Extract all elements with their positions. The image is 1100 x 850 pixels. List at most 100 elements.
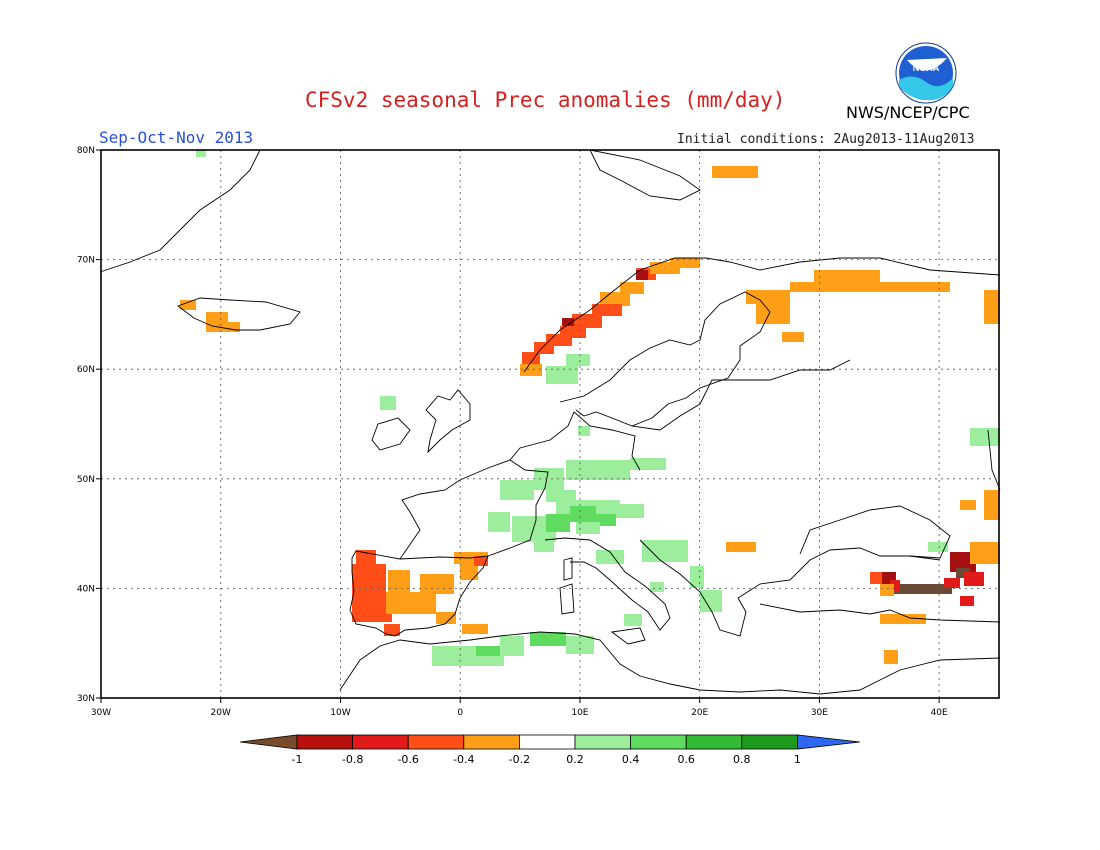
anomaly-cell xyxy=(700,590,722,612)
anomaly-cell xyxy=(944,578,960,588)
anomaly-cell xyxy=(500,636,524,656)
anomaly-cell xyxy=(522,352,540,364)
anomaly-cell xyxy=(380,396,396,410)
anomaly-cell xyxy=(462,624,488,634)
anomaly-cell xyxy=(950,552,976,572)
anomaly-cell xyxy=(670,258,700,268)
anomaly-cells xyxy=(180,150,1000,666)
colorbar-cell xyxy=(463,734,520,750)
anomaly-cell xyxy=(630,458,666,470)
graticule xyxy=(101,150,999,698)
anomaly-cell xyxy=(782,332,804,342)
anomaly-cell xyxy=(546,366,578,384)
anomaly-cell xyxy=(756,304,790,324)
anomaly-cell xyxy=(386,592,436,614)
anomaly-cell xyxy=(474,556,488,566)
organization-label: NWS/NCEP/CPC xyxy=(846,103,970,122)
lon-tick-label: 10E xyxy=(571,708,588,718)
anomaly-cell xyxy=(534,540,554,552)
colorbar-label: 0.4 xyxy=(622,753,640,766)
season-label: Sep-Oct-Nov 2013 xyxy=(99,128,254,147)
colorbar-label: 0.8 xyxy=(733,753,751,766)
colorbar-label: -1 xyxy=(292,753,303,766)
anomaly-cell xyxy=(180,300,196,310)
colorbar-cell xyxy=(574,734,631,750)
colorbar-label: 1 xyxy=(794,753,801,766)
colorbar-label: -0.2 xyxy=(509,753,530,766)
lat-tick-label: 70N xyxy=(77,256,95,266)
anomaly-cell xyxy=(196,150,206,157)
anomaly-cell xyxy=(814,270,880,284)
anomaly-cell xyxy=(578,426,590,436)
lon-tick-label: 30W xyxy=(91,708,111,718)
anomaly-cell xyxy=(546,514,570,532)
colorbar-label: 0.2 xyxy=(566,753,584,766)
anomaly-cell xyxy=(642,540,688,562)
lon-tick-label: 20E xyxy=(691,708,708,718)
anomaly-cell xyxy=(616,504,644,518)
anomaly-cell xyxy=(984,290,1000,324)
anomaly-cell xyxy=(566,636,594,654)
anomaly-cell xyxy=(388,570,410,592)
colorbar-label: -0.6 xyxy=(397,753,418,766)
colorbar-cell xyxy=(741,734,798,750)
anomaly-cell xyxy=(964,572,984,586)
anomaly-cell xyxy=(206,312,228,322)
anomaly-cell xyxy=(712,166,758,178)
lon-tick-label: 40E xyxy=(931,708,948,718)
anomaly-cell xyxy=(960,500,976,510)
colorbar-cell xyxy=(519,734,576,750)
anomaly-cell xyxy=(790,282,950,292)
anomaly-cell xyxy=(570,506,596,522)
coastlines xyxy=(99,149,1001,695)
anomaly-cell xyxy=(928,542,948,552)
lat-tick-label: 60N xyxy=(77,365,95,375)
anomaly-cell xyxy=(352,594,392,622)
colorbar-cell xyxy=(797,734,861,750)
colorbar-label: -0.8 xyxy=(342,753,363,766)
anomaly-cell xyxy=(420,574,454,594)
lon-tick-label: 0 xyxy=(457,708,463,718)
lon-tick-label: 10W xyxy=(330,708,350,718)
anomaly-cell xyxy=(884,650,898,664)
latitude-ticks: 80N 70N 60N 50N 40N 30N xyxy=(77,146,101,704)
colorbar-cell xyxy=(296,734,353,750)
anomaly-cell xyxy=(384,624,400,636)
anomaly-cell xyxy=(620,282,644,294)
lon-tick-label: 30E xyxy=(811,708,828,718)
anomaly-cell xyxy=(534,468,564,490)
anomaly-cell xyxy=(460,564,478,580)
anomaly-cell xyxy=(476,646,500,656)
anomaly-cell xyxy=(352,564,386,594)
lat-tick-label: 30N xyxy=(77,694,95,704)
colorbar-cell xyxy=(630,734,687,750)
noaa-logo-text: NOAA xyxy=(913,63,940,73)
map-frame xyxy=(100,149,1000,699)
lat-tick-label: 80N xyxy=(77,146,95,156)
anomaly-cell xyxy=(596,550,624,564)
anomaly-cell xyxy=(956,568,970,578)
lat-tick-label: 50N xyxy=(77,475,95,485)
anomaly-cell xyxy=(890,580,900,592)
anomaly-cell xyxy=(892,584,952,594)
anomaly-cell xyxy=(566,460,600,480)
colorbar-label: 0.6 xyxy=(677,753,695,766)
anomaly-cell xyxy=(624,614,642,626)
anomaly-cell xyxy=(206,322,240,332)
anomaly-cell xyxy=(520,364,542,376)
anomaly-cell xyxy=(488,512,510,532)
anomaly-cell xyxy=(960,596,974,606)
noaa-logo: NOAA xyxy=(895,42,957,104)
map-title: CFSv2 seasonal Prec anomalies (mm/day) xyxy=(305,88,786,112)
anomaly-cell xyxy=(562,318,574,326)
anomaly-cell xyxy=(970,428,1000,446)
anomaly-cell xyxy=(436,612,456,624)
anomaly-cell xyxy=(592,304,622,316)
lon-tick-label: 20W xyxy=(211,708,231,718)
anomaly-cell xyxy=(970,542,1000,564)
colorbar-cell xyxy=(407,734,465,750)
anomaly-cell xyxy=(880,584,894,596)
longitude-ticks: 30W 20W 10W 0 10E 20E 30E 40E xyxy=(91,698,948,718)
